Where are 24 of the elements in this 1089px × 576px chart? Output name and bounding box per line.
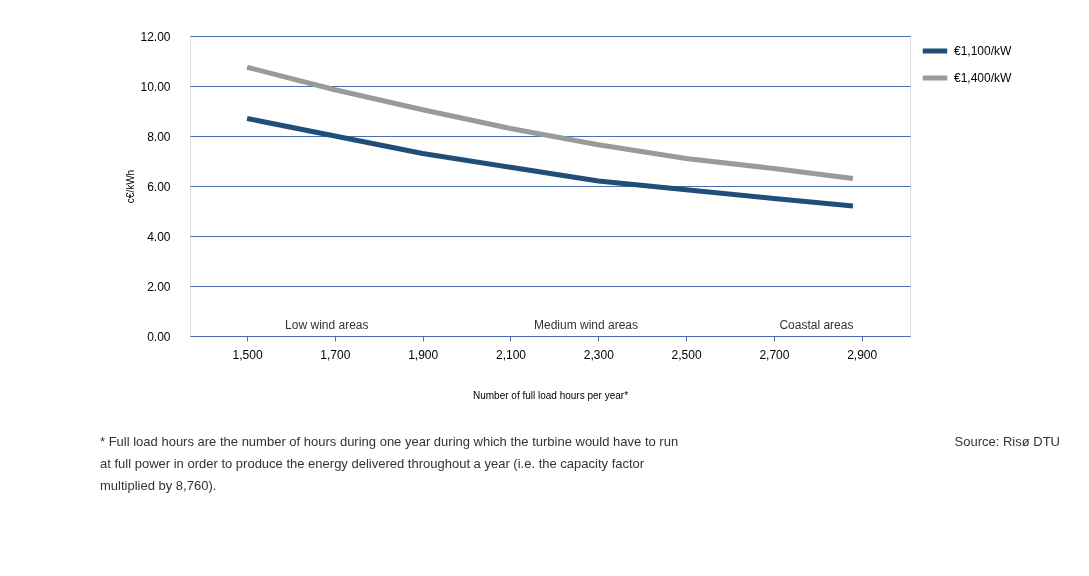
x-tick-label: 2,700 [759, 347, 790, 362]
x-tick-label: 2,900 [847, 347, 878, 362]
source-note: Source: Risø DTU [954, 434, 1060, 449]
y-tick-label: 12.00 [140, 29, 171, 44]
annotation: Coastal areas [779, 318, 854, 332]
y-tick-label: 10.00 [140, 79, 171, 94]
y-tick-label: 6.00 [147, 179, 171, 194]
x-tick-label: 1,900 [408, 347, 439, 362]
y-tick-label: 8.00 [147, 129, 171, 144]
x-tick-label: 2,500 [671, 347, 702, 362]
x-axis-title: Number of full load hours per year* [472, 389, 629, 401]
legend-label: €1,100/kW [954, 44, 1013, 58]
y-tick-label: 0.00 [147, 329, 171, 344]
x-tick-label: 2,100 [495, 347, 527, 362]
y-tick-label: 4.00 [147, 229, 171, 244]
y-axis-title: c€/kWh [125, 169, 137, 204]
annotation: Low wind areas [285, 318, 369, 332]
legend-label: €1,400/kW [954, 71, 1013, 85]
annotation: Medium wind areas [533, 318, 639, 332]
x-tick-label: 2,300 [583, 347, 615, 362]
y-tick-label: 2.00 [147, 279, 171, 294]
x-tick-label: 1,500 [232, 347, 263, 362]
x-tick-label: 1,700 [320, 347, 351, 362]
text: * Full load hours are the number of hours during one year during which the turbine would have to run at full power in order to produce the energy delivered throughout a year (i.e. the capacity factor multiplied by 8,760). [100, 434, 679, 493]
